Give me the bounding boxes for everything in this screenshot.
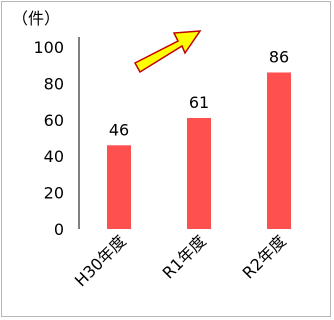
- y-tick-label: 20: [44, 184, 64, 203]
- category-label: H30年度: [71, 231, 130, 290]
- y-unit-label: （件）: [12, 9, 60, 28]
- category-label: R1年度: [159, 231, 210, 282]
- y-tick-label: 40: [44, 147, 64, 166]
- data-label: 86: [269, 47, 289, 66]
- bar-chart: 0 20 40 60 80 100 （件） 46 61 86 H30年度 R1年度 R2年度: [12, 9, 291, 290]
- data-label: 61: [189, 93, 209, 112]
- bar: [187, 117, 211, 229]
- trend-arrow-icon: [133, 30, 202, 74]
- y-tick-label: 0: [54, 220, 64, 239]
- y-tick-label: 60: [44, 111, 64, 130]
- bar: [107, 145, 131, 229]
- category-labels: H30年度 R1年度 R2年度: [71, 231, 290, 290]
- y-tick-labels: 0 20 40 60 80 100: [33, 38, 64, 239]
- category-label: R2年度: [239, 231, 290, 282]
- bar: [267, 72, 291, 229]
- bars: [107, 72, 291, 229]
- data-labels: 46 61 86: [109, 47, 289, 139]
- chart-frame: 0 20 40 60 80 100 （件） 46 61 86 H30年度 R1年度 R2年度: [1, 1, 331, 317]
- y-tick-label: 80: [44, 74, 64, 93]
- y-tick-label: 100: [33, 38, 64, 57]
- data-label: 46: [109, 120, 129, 139]
